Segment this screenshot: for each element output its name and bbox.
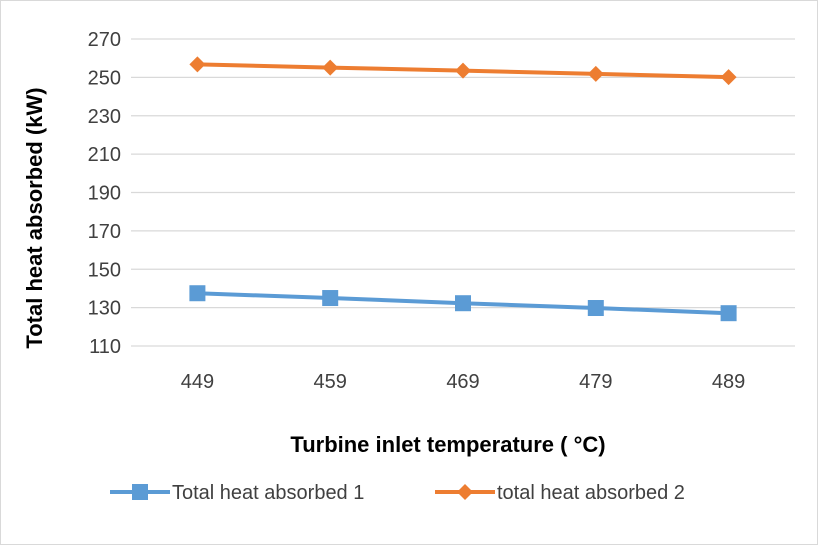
y-tick-label: 130 <box>88 298 121 320</box>
gridlines <box>131 38 795 347</box>
series-layer <box>189 56 737 322</box>
legend-marker-square <box>132 484 148 500</box>
y-tick-label: 230 <box>88 106 121 128</box>
y-tick-labels: 110 130 150 170 190 210 230 250 270 <box>88 29 121 358</box>
y-tick-label: 250 <box>88 67 121 89</box>
data-point-diamond <box>587 65 604 82</box>
data-point-diamond <box>189 56 206 73</box>
x-tick-label: 469 <box>446 371 479 393</box>
legend-marker-diamond <box>457 484 473 500</box>
legend-label: Total heat absorbed 1 <box>172 482 364 504</box>
x-axis-title: Turbine inlet temperature ( °C) <box>290 432 605 457</box>
y-tick-label: 190 <box>88 183 121 205</box>
data-point-square <box>587 300 604 317</box>
data-point-diamond <box>322 59 339 76</box>
data-point-square <box>322 290 339 307</box>
data-point-square <box>189 285 206 302</box>
data-point-square <box>720 305 737 322</box>
x-tick-label: 459 <box>314 371 347 393</box>
y-tick-label: 170 <box>88 221 121 243</box>
y-tick-label: 110 <box>89 336 121 358</box>
y-tick-label: 150 <box>88 259 121 281</box>
x-tick-label: 489 <box>712 371 745 393</box>
y-tick-label: 210 <box>88 144 121 166</box>
x-tick-label: 479 <box>579 371 612 393</box>
x-tick-label: 449 <box>181 371 214 393</box>
y-tick-label: 270 <box>88 29 121 51</box>
data-point-diamond <box>455 62 471 79</box>
legend: Total heat absorbed 1 total heat absorbed… <box>110 482 685 504</box>
y-axis-title: Total heat absorbed (kW) <box>22 87 47 348</box>
data-point-diamond <box>720 69 737 86</box>
legend-label: total heat absorbed 2 <box>497 482 685 504</box>
data-point-square <box>455 295 471 312</box>
x-tick-labels: 449 459 469 479 489 <box>181 371 746 393</box>
